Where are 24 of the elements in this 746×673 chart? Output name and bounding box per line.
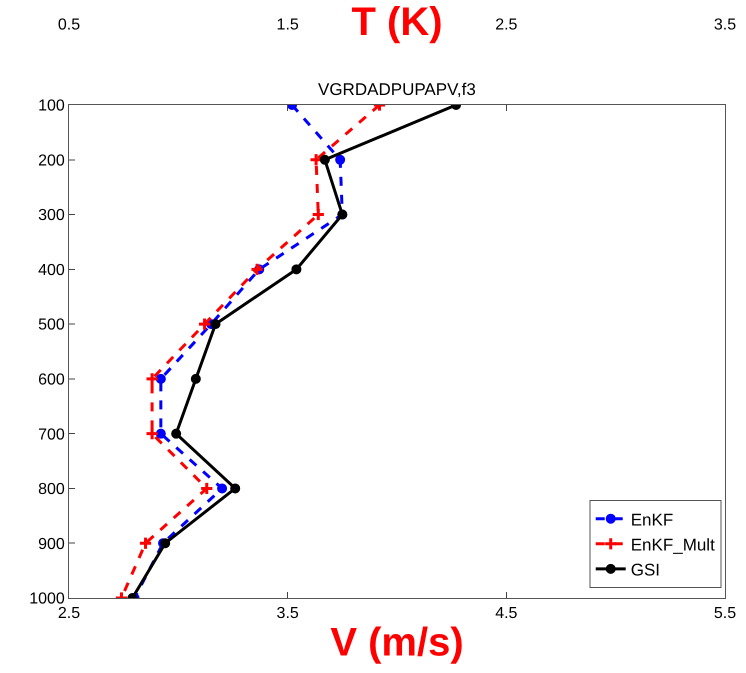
x2-tick-label: 1.5	[276, 16, 299, 34]
legend-label: GSI	[630, 560, 660, 580]
x2-tick-label: 3.5	[714, 16, 736, 34]
x-tick-label: 4.5	[495, 605, 518, 622]
y-tick-label: 500	[38, 316, 65, 334]
y-tick-label: 700	[38, 426, 65, 444]
x-tick-label: 2.5	[58, 605, 80, 622]
x2-tick-label: 0.5	[58, 16, 80, 34]
y-tick-label: 900	[38, 536, 65, 553]
x-tick-label: 5.5	[714, 605, 736, 622]
y-tick-label: 100	[38, 98, 65, 115]
y-tick-label: 300	[38, 207, 65, 224]
x2-tick-label: 2.5	[495, 16, 518, 34]
y-tick-label: 200	[38, 152, 65, 170]
y-tick-label: 400	[38, 262, 65, 279]
legend-label: EnKF	[630, 510, 674, 530]
x2-axis-title: T (K)	[351, 0, 443, 44]
y-tick-label: 800	[38, 481, 65, 498]
y-tick-label: 1000	[29, 590, 65, 608]
x-tick-label: 3.5	[276, 605, 299, 622]
legend-label: EnKF_Mult	[630, 535, 716, 554]
chart-title: VGRDADPUPAPV,f3	[318, 80, 476, 99]
y-tick-label: 600	[38, 371, 65, 388]
x-axis-title: V (m/s)	[330, 620, 464, 665]
